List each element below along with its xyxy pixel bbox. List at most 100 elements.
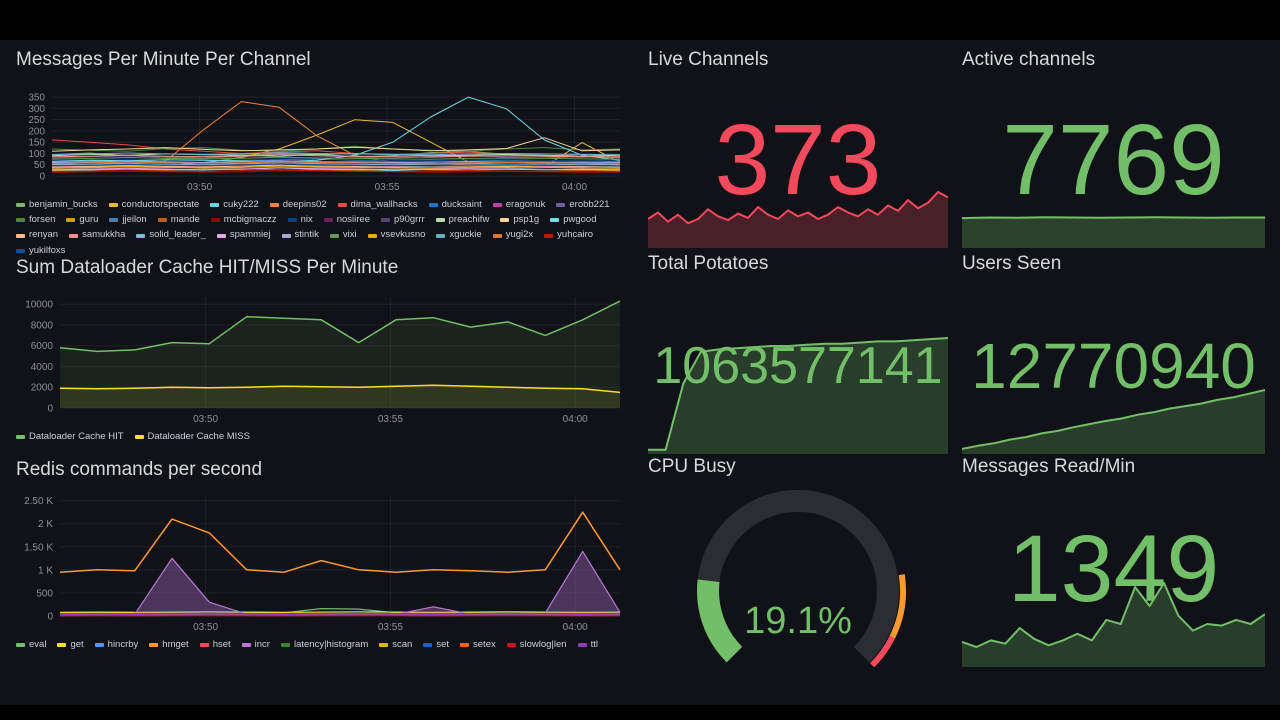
legend-item[interactable]: xguckie [436, 229, 482, 241]
legend-item[interactable]: incr [241, 639, 270, 651]
legend-label: solid_leader_ [149, 229, 206, 241]
legend-item[interactable]: slowlog|len [506, 639, 567, 651]
panel-dataloader-cache: Sum Dataloader Cache HIT/MISS Per Minute… [16, 256, 626, 452]
legend-item[interactable]: preachifw [435, 214, 490, 226]
panel-title[interactable]: Active channels [962, 49, 1096, 70]
legend-label: guru [79, 214, 99, 226]
svg-text:1 K: 1 K [38, 565, 53, 576]
legend-item[interactable]: guru [66, 214, 98, 226]
legend-label: yuhcairo [557, 229, 594, 241]
dataloader-cache-chart[interactable]: 0 2000 4000 6000 8000 10000 03:50 03:55 04:00 [16, 290, 626, 426]
legend-item[interactable]: nosiiree [323, 214, 370, 226]
legend-item[interactable]: set [423, 639, 449, 651]
legend-item[interactable]: forsen [16, 214, 55, 226]
panel-title[interactable]: Redis commands per second [16, 459, 263, 480]
legend-item[interactable]: mande [157, 214, 200, 226]
legend-color-swatch [436, 233, 446, 238]
svg-text:03:55: 03:55 [375, 182, 400, 193]
legend-color-swatch [94, 642, 104, 647]
legend-color-swatch [57, 642, 67, 647]
legend-item[interactable]: setex [460, 639, 496, 651]
legend-item[interactable]: vixi [329, 229, 357, 241]
legend-label: hincrby [107, 638, 139, 650]
legend-item[interactable]: cuky222 [210, 198, 259, 211]
legend-item[interactable]: hincrby [94, 638, 139, 651]
legend-item[interactable]: yukilfoxs [16, 245, 65, 257]
legend-label: preachifw [448, 214, 490, 226]
legend-item[interactable]: scan [379, 639, 412, 651]
svg-text:250: 250 [28, 115, 45, 126]
legend-item[interactable]: deepins02 [269, 198, 327, 211]
legend-color-swatch [16, 434, 25, 439]
legend-item[interactable]: pwgood [550, 214, 596, 226]
legend-item[interactable]: dima_wallhacks [337, 199, 418, 211]
legend-label: scan [392, 638, 413, 650]
legend-item[interactable]: ttl [577, 639, 598, 651]
legend-item[interactable]: Dataloader Cache HIT [16, 431, 124, 443]
legend-label: cuky222 [223, 198, 259, 210]
panel-title[interactable]: Total Potatoes [648, 253, 769, 274]
legend-item[interactable]: Dataloader Cache MISS [134, 430, 250, 443]
legend-item[interactable]: yuhcairo [544, 229, 593, 241]
svg-text:04:00: 04:00 [563, 622, 588, 633]
panel-title[interactable]: Live Channels [648, 49, 769, 70]
legend-item[interactable]: renyan [16, 229, 58, 241]
legend-item[interactable]: spammiej [216, 229, 271, 241]
legend-item[interactable]: yugi2x [492, 229, 534, 241]
legend-item[interactable]: benjamin_bucks [16, 199, 98, 211]
panel-title[interactable]: Messages Read/Min [962, 456, 1136, 477]
legend-item[interactable]: get [57, 639, 84, 651]
legend-item[interactable]: p90grrr [381, 214, 425, 226]
legend-item[interactable]: nix [287, 214, 313, 226]
legend-color-swatch [550, 218, 560, 223]
legend-label: yugi2x [505, 229, 534, 241]
legend-item[interactable]: eragonuk [492, 199, 545, 211]
legend-color-swatch [210, 218, 220, 223]
legend-item[interactable]: eval [16, 639, 46, 651]
cpu-busy-gauge: 19.1% [697, 489, 906, 667]
legend-item[interactable]: erobb221 [556, 199, 610, 211]
svg-text:04:00: 04:00 [563, 414, 588, 425]
svg-text:100: 100 [28, 149, 45, 160]
panel-users-seen: Users Seen 12770940 [962, 252, 1265, 454]
svg-text:50: 50 [34, 160, 46, 171]
legend-item[interactable]: stintik [281, 229, 319, 241]
panel-title[interactable]: Sum Dataloader Cache HIT/MISS Per Minute [16, 257, 399, 278]
legend-label: pwgood [563, 214, 597, 226]
messages-read-value: 1349 [1007, 515, 1220, 622]
legend-item[interactable]: solid_leader_ [136, 229, 206, 241]
panel-active-channels: Active channels 7769 [962, 48, 1265, 248]
redis-commands-chart[interactable]: 0 500 1 K 1.50 K 2 K 2.50 K 03:50 03:55 04:00 [16, 488, 626, 634]
legend-item[interactable]: jjeilon [109, 214, 147, 226]
legend-label: spammiej [229, 229, 271, 241]
legend-color-swatch [492, 233, 502, 238]
users-seen-value: 12770940 [971, 330, 1256, 402]
legend-label: Dataloader Cache MISS [147, 430, 250, 442]
legend-color-swatch [16, 642, 25, 647]
legend-color-swatch [16, 233, 25, 238]
legend-item[interactable]: hset [199, 639, 231, 651]
legend-color-swatch [460, 642, 470, 647]
panel-title[interactable]: CPU Busy [648, 456, 736, 477]
legend-label: deepins02 [282, 198, 327, 210]
svg-text:500: 500 [36, 588, 53, 599]
svg-text:03:55: 03:55 [378, 622, 403, 633]
legend-item[interactable]: psp1g [500, 214, 539, 226]
svg-text:6000: 6000 [31, 341, 54, 352]
panel-title[interactable]: Users Seen [962, 253, 1062, 274]
svg-text:350: 350 [28, 92, 45, 103]
legend-color-swatch [500, 218, 510, 223]
legend-label: latency|histogram [293, 638, 369, 650]
legend-item[interactable]: latency|histogram [280, 638, 369, 651]
legend-item[interactable]: ducksaint [428, 199, 482, 211]
legend-item[interactable]: conductorspectate [108, 199, 199, 211]
svg-text:8000: 8000 [31, 320, 54, 331]
legend-item[interactable]: vsevkusno [367, 229, 425, 241]
legend-label: mande [170, 214, 200, 226]
legend-item[interactable]: samukkha [69, 229, 125, 241]
legend-item[interactable]: mcbigmaczz [210, 214, 277, 226]
users-seen-sparkline [962, 389, 1265, 454]
panel-title[interactable]: Messages Per Minute Per Channel [16, 49, 311, 70]
legend-item[interactable]: hmget [149, 639, 189, 651]
